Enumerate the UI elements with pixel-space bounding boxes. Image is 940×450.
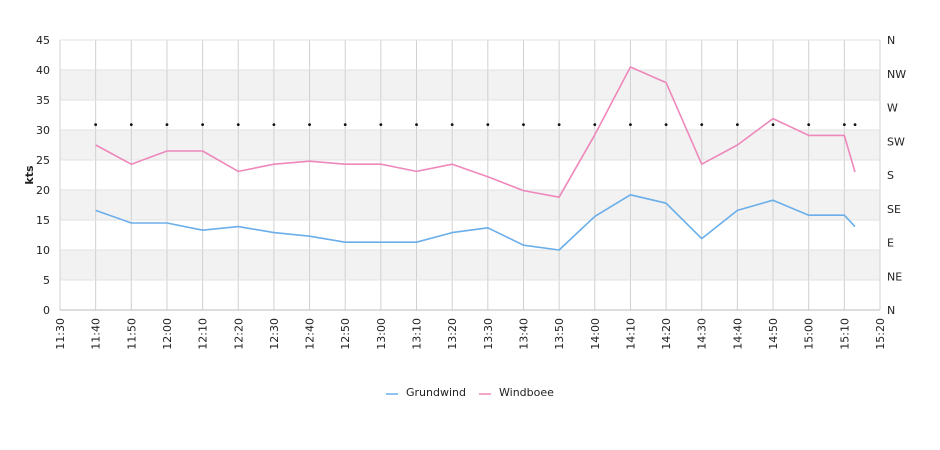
y-tick-label: 15 [36, 214, 50, 227]
y-tick-label: 40 [36, 64, 50, 77]
grid-band [60, 70, 880, 100]
direction-tick-label: N [887, 34, 895, 47]
y-tick-label: 20 [36, 184, 50, 197]
direction-marker [664, 123, 668, 126]
legend-item-grundwind[interactable]: Grundwind [386, 386, 466, 399]
direction-tick-labels: N NE E SE S SW W NW N [887, 34, 906, 317]
direction-marker [735, 123, 739, 126]
series-lines [95, 66, 856, 251]
y-tick-label: 25 [36, 154, 50, 167]
x-tick-label: 12:00 [161, 318, 174, 350]
series-line-grundwind [95, 194, 856, 251]
x-tick-label: 11:40 [90, 318, 103, 350]
direction-tick-label: W [887, 102, 898, 115]
y-tick-label: 5 [43, 274, 50, 287]
x-tick-label: 11:30 [54, 318, 67, 350]
direction-marker [593, 123, 597, 126]
direction-marker [807, 123, 811, 126]
x-tick-label: 15:10 [838, 318, 851, 350]
x-tick-label: 13:40 [517, 318, 530, 350]
x-tick-label: 15:00 [803, 318, 816, 350]
direction-marker [272, 123, 276, 126]
y-tick-label: 45 [36, 34, 50, 47]
direction-marker [771, 123, 775, 126]
y-tick-label: 35 [36, 94, 50, 107]
x-tick-label: 11:50 [125, 318, 138, 350]
y-tick-label: 0 [43, 304, 50, 317]
y-tick-label: 30 [36, 124, 50, 137]
direction-markers [94, 123, 857, 126]
direction-tick-label: E [887, 237, 894, 250]
x-tick-label: 14:00 [589, 318, 602, 350]
direction-tick-label: NE [887, 270, 902, 283]
x-tick-label: 13:10 [411, 318, 424, 350]
direction-marker [308, 123, 311, 126]
vertical-gridlines [59, 40, 881, 310]
direction-marker [343, 123, 347, 126]
direction-marker [379, 123, 383, 126]
x-tick-label: 14:20 [660, 318, 673, 350]
x-tick-label: 15:20 [874, 318, 887, 350]
x-tick-label: 13:20 [446, 318, 459, 350]
direction-marker [842, 123, 846, 126]
x-tick-label: 13:30 [482, 318, 495, 350]
direction-marker [236, 123, 240, 126]
legend-item-windboee[interactable]: Windboee [479, 386, 554, 399]
direction-marker [415, 123, 418, 126]
x-tick-label: 12:50 [339, 318, 352, 350]
x-tick-label: 12:40 [304, 318, 317, 350]
x-tick-label: 14:50 [767, 318, 780, 350]
x-tick-label: 13:00 [375, 318, 388, 350]
direction-marker [853, 123, 857, 126]
direction-marker [700, 123, 704, 126]
y-tick-labels: 0 5 10 15 20 25 30 35 40 45 [36, 34, 50, 317]
grid-bands [60, 70, 880, 280]
direction-marker [486, 123, 490, 126]
direction-marker [522, 123, 525, 126]
direction-tick-label: S [887, 169, 894, 182]
direction-marker [201, 123, 205, 126]
grid-band [60, 250, 880, 280]
legend-label-grundwind: Grundwind [406, 386, 466, 399]
direction-tick-label: NW [887, 68, 906, 81]
direction-marker [629, 123, 632, 126]
direction-tick-label: SW [887, 135, 905, 148]
direction-marker [165, 123, 169, 126]
x-tick-label: 12:20 [232, 318, 245, 350]
direction-marker [450, 123, 454, 126]
direction-marker [557, 123, 561, 126]
x-tick-label: 14:10 [624, 318, 637, 350]
legend[interactable]: Grundwind Windboee [386, 386, 554, 399]
horizontal-gridlines [60, 39, 880, 311]
grid-band [60, 130, 880, 160]
y-tick-label: 10 [36, 244, 50, 257]
direction-tick-label: N [887, 304, 895, 317]
x-tick-label: 14:40 [731, 318, 744, 350]
x-tick-label: 12:10 [197, 318, 210, 350]
direction-tick-label: SE [887, 203, 901, 216]
series-line-windboee [95, 66, 856, 198]
legend-label-windboee: Windboee [499, 386, 554, 399]
x-tick-labels: 11:30 11:40 11:50 12:00 12:10 12:20 12:30 12:40… [54, 318, 887, 350]
y-axis-title: kts [23, 165, 36, 185]
x-tick-label: 14:30 [696, 318, 709, 350]
x-tick-label: 13:50 [553, 318, 566, 350]
grid-band [60, 190, 880, 220]
direction-marker [94, 123, 98, 126]
direction-marker [129, 123, 133, 126]
x-tick-label: 12:30 [268, 318, 281, 350]
